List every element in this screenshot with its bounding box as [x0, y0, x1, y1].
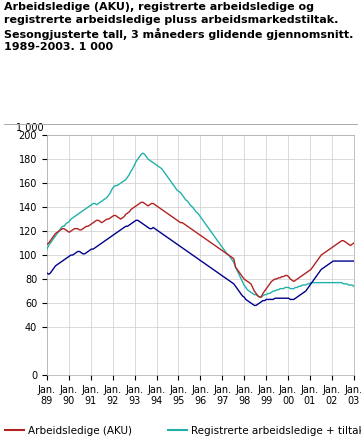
Text: 1 000: 1 000: [16, 123, 44, 133]
Legend: Arbeidsledige (AKU), Registrerte arbeidsledige, Registrerte arbeidsledige + tilt: Arbeidsledige (AKU), Registrerte arbeids…: [5, 426, 361, 436]
Text: Arbeidsledige (AKU), registrerte arbeidsledige og
registrerte arbeidsledige plus: Arbeidsledige (AKU), registrerte arbeids…: [4, 2, 353, 52]
